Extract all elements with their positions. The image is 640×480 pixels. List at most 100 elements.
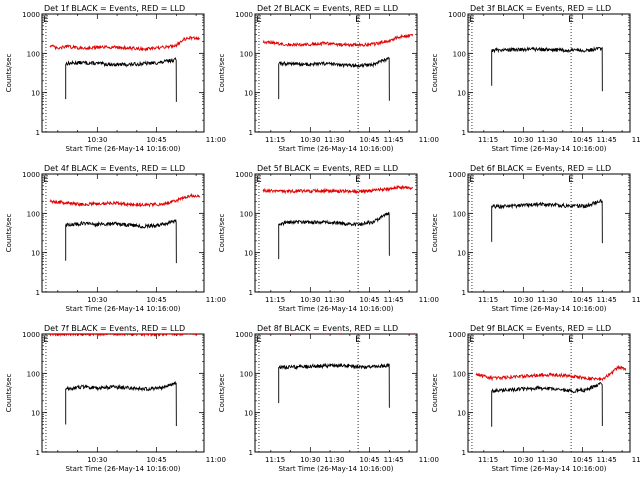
x-tick-label: 10:45 — [146, 456, 166, 464]
x-tick-label: 10:30 — [87, 296, 107, 304]
y-axis-label: Counts/sec — [5, 54, 13, 93]
x-tick-label: 11:30 — [324, 456, 344, 464]
marker-label: E — [256, 15, 262, 25]
chart-panel-8: Det 8f BLACK = Events, RED = LLD Counts/s… — [218, 324, 617, 473]
plot-frame — [254, 13, 418, 133]
y-tick-label: 1 — [36, 129, 40, 137]
y-tick-label: 10 — [457, 90, 466, 98]
chart-title: Det 6f BLACK = Events, RED = LLD — [470, 164, 611, 173]
marker-label: E — [568, 335, 574, 345]
x-tick-label: 11:00 — [206, 136, 226, 144]
x-tick-label: 10:45 — [146, 296, 166, 304]
x-tick-label: 10:45 — [359, 456, 379, 464]
x-tick-label: 10:45 — [359, 296, 379, 304]
y-tick-label: 10 — [31, 250, 40, 258]
chart-title: Det 2f BLACK = Events, RED = LLD — [257, 4, 398, 13]
x-tick-label: 10:30 — [87, 456, 107, 464]
series-events-line — [491, 198, 603, 244]
series-lld-line — [49, 334, 201, 338]
x-axis-label: Start Time (26-May-14 10:16:00) — [278, 145, 393, 153]
plot-frame — [467, 173, 631, 293]
marker-label: E — [469, 15, 475, 25]
marker-label: E — [43, 175, 49, 185]
x-tick-label: 11:15 — [478, 456, 498, 464]
plot-frame — [41, 173, 205, 293]
x-tick-label: 11:15 — [265, 296, 285, 304]
x-tick-label: 11:00 — [419, 456, 439, 464]
x-tick-label: 11:30 — [537, 296, 557, 304]
y-tick-label: 100 — [453, 210, 466, 218]
chart-panel-3: Det 3f BLACK = Events, RED = LLD Counts/s… — [431, 4, 640, 153]
x-tick-label: 10:30 — [513, 136, 533, 144]
chart-title: Det 8f BLACK = Events, RED = LLD — [257, 324, 398, 333]
plot-frame — [467, 333, 631, 453]
x-tick-label: 11:15 — [478, 136, 498, 144]
y-tick-label: 1000 — [235, 331, 253, 339]
x-axis-label: Start Time (26-May-14 10:16:00) — [278, 305, 393, 313]
y-tick-label: 1 — [249, 129, 253, 137]
y-tick-label: 100 — [27, 210, 40, 218]
chart-panel-4: Det 4f BLACK = Events, RED = LLD Counts/s… — [5, 164, 404, 313]
series-lld-line — [49, 192, 201, 208]
x-tick-label: 11:00 — [206, 296, 226, 304]
x-tick-label: 11:00 — [419, 136, 439, 144]
series-events-line — [65, 219, 177, 264]
chart-panel-7: Det 7f BLACK = Events, RED = LLD Counts/s… — [5, 324, 404, 473]
x-tick-label: 11:30 — [324, 296, 344, 304]
chart-title: Det 5f BLACK = Events, RED = LLD — [257, 164, 398, 173]
chart-panel-2: Det 2f BLACK = Events, RED = LLD Counts/s… — [218, 4, 617, 153]
x-axis-label: Start Time (26-May-14 10:16:00) — [278, 465, 393, 473]
series-lld-line — [262, 184, 414, 195]
marker-label: E — [355, 335, 361, 345]
x-tick-label: 10:45 — [572, 456, 592, 464]
x-tick-label: 11:00 — [632, 136, 640, 144]
chart-title: Det 4f BLACK = Events, RED = LLD — [44, 164, 185, 173]
y-tick-label: 100 — [453, 370, 466, 378]
chart-panel-9: Det 9f BLACK = Events, RED = LLD Counts/s… — [431, 324, 640, 473]
series-lld-line — [262, 33, 414, 48]
x-tick-label: 11:45 — [597, 456, 617, 464]
series-events-line — [491, 46, 603, 92]
x-axis-label: Start Time (26-May-14 10:16:00) — [65, 145, 180, 153]
x-tick-label: 11:45 — [597, 136, 617, 144]
series-events-line — [491, 382, 603, 427]
marker-label: E — [256, 175, 262, 185]
x-tick-label: 11:45 — [597, 296, 617, 304]
marker-label: E — [469, 175, 475, 185]
x-axis-label: Start Time (26-May-14 10:16:00) — [65, 305, 180, 313]
y-tick-label: 1000 — [448, 331, 466, 339]
chart-title: Det 1f BLACK = Events, RED = LLD — [44, 4, 185, 13]
series-lld-line — [49, 35, 201, 53]
x-tick-label: 10:45 — [572, 296, 592, 304]
marker-label: E — [469, 335, 475, 345]
y-tick-label: 1 — [36, 289, 40, 297]
x-tick-label: 11:30 — [537, 136, 557, 144]
y-axis-label: Counts/sec — [218, 54, 226, 93]
plot-frame — [41, 333, 205, 453]
series-lld-line — [475, 364, 627, 382]
y-tick-label: 1000 — [22, 171, 40, 179]
x-tick-label: 10:45 — [359, 136, 379, 144]
x-tick-label: 10:30 — [300, 296, 320, 304]
x-tick-label: 11:45 — [384, 296, 404, 304]
x-tick-label: 11:00 — [419, 296, 439, 304]
chart-title: Det 3f BLACK = Events, RED = LLD — [470, 4, 611, 13]
x-axis-label: Start Time (26-May-14 10:16:00) — [491, 145, 606, 153]
x-tick-label: 10:30 — [300, 136, 320, 144]
marker-label: E — [256, 335, 262, 345]
x-tick-label: 11:45 — [384, 136, 404, 144]
series-events-line — [278, 362, 390, 408]
y-axis-label: Counts/sec — [218, 214, 226, 253]
y-tick-label: 100 — [27, 50, 40, 58]
y-tick-label: 1000 — [235, 11, 253, 19]
y-tick-label: 1 — [36, 449, 40, 457]
x-tick-label: 11:30 — [537, 456, 557, 464]
x-tick-label: 11:45 — [384, 456, 404, 464]
y-axis-label: Counts/sec — [218, 374, 226, 413]
y-tick-label: 1 — [249, 289, 253, 297]
marker-label: E — [355, 15, 361, 25]
y-tick-label: 10 — [31, 90, 40, 98]
x-tick-label: 10:30 — [300, 456, 320, 464]
y-tick-label: 1000 — [448, 11, 466, 19]
